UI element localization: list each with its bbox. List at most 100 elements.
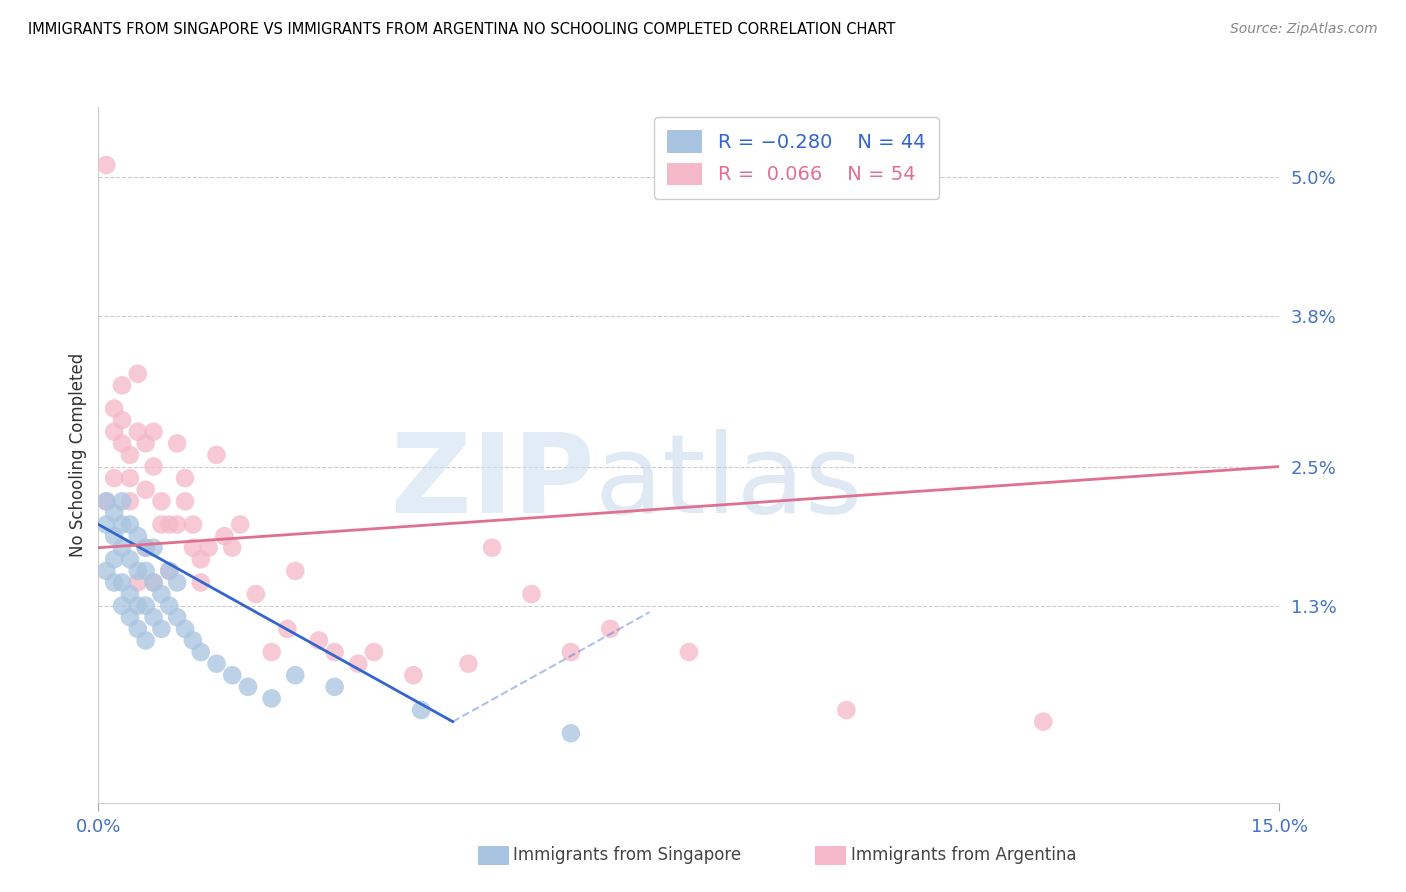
- Point: [323, 680, 346, 694]
- Point: [166, 436, 188, 450]
- Text: ZIP: ZIP: [391, 429, 595, 536]
- Point: [560, 726, 582, 740]
- Point: [166, 575, 188, 590]
- Point: [142, 610, 165, 624]
- Point: [118, 587, 141, 601]
- Point: [135, 541, 157, 555]
- Point: [103, 425, 125, 439]
- Point: [284, 564, 307, 578]
- Point: [150, 517, 173, 532]
- Y-axis label: No Schooling Completed: No Schooling Completed: [69, 353, 87, 557]
- Point: [111, 541, 134, 555]
- Point: [221, 668, 243, 682]
- Point: [181, 633, 204, 648]
- Legend: R = −0.280    N = 44, R =  0.066    N = 54: R = −0.280 N = 44, R = 0.066 N = 54: [654, 117, 939, 199]
- Point: [118, 517, 141, 532]
- Point: [127, 599, 149, 613]
- Point: [111, 378, 134, 392]
- Point: [174, 622, 197, 636]
- Point: [135, 436, 157, 450]
- Point: [190, 645, 212, 659]
- Text: Source: ZipAtlas.com: Source: ZipAtlas.com: [1230, 22, 1378, 37]
- Point: [103, 471, 125, 485]
- Point: [118, 552, 141, 566]
- Point: [135, 541, 157, 555]
- Point: [276, 622, 298, 636]
- Point: [118, 471, 141, 485]
- Point: [135, 633, 157, 648]
- Point: [157, 599, 180, 613]
- Point: [260, 645, 283, 659]
- Point: [229, 517, 252, 532]
- Text: Immigrants from Singapore: Immigrants from Singapore: [513, 847, 741, 864]
- Point: [181, 517, 204, 532]
- Point: [142, 459, 165, 474]
- Point: [103, 506, 125, 520]
- Point: [150, 587, 173, 601]
- Point: [127, 367, 149, 381]
- Point: [835, 703, 858, 717]
- Text: IMMIGRANTS FROM SINGAPORE VS IMMIGRANTS FROM ARGENTINA NO SCHOOLING COMPLETED CO: IMMIGRANTS FROM SINGAPORE VS IMMIGRANTS …: [28, 22, 896, 37]
- Point: [127, 425, 149, 439]
- Point: [166, 610, 188, 624]
- Point: [481, 541, 503, 555]
- Point: [411, 703, 433, 717]
- Point: [127, 575, 149, 590]
- Point: [96, 158, 118, 172]
- Point: [118, 494, 141, 508]
- Point: [181, 541, 204, 555]
- Point: [166, 517, 188, 532]
- Point: [103, 401, 125, 416]
- Point: [135, 564, 157, 578]
- Point: [127, 622, 149, 636]
- Point: [323, 645, 346, 659]
- Point: [135, 483, 157, 497]
- Point: [127, 564, 149, 578]
- Point: [402, 668, 425, 682]
- Point: [96, 494, 118, 508]
- Text: atlas: atlas: [595, 429, 863, 536]
- Point: [118, 448, 141, 462]
- Point: [150, 622, 173, 636]
- Point: [96, 494, 118, 508]
- Point: [221, 541, 243, 555]
- Point: [142, 575, 165, 590]
- Point: [599, 622, 621, 636]
- Point: [190, 552, 212, 566]
- Point: [96, 517, 118, 532]
- Point: [205, 657, 228, 671]
- Point: [678, 645, 700, 659]
- Point: [214, 529, 236, 543]
- Point: [103, 575, 125, 590]
- Point: [111, 413, 134, 427]
- Point: [135, 599, 157, 613]
- Point: [245, 587, 267, 601]
- Point: [118, 610, 141, 624]
- Point: [111, 517, 134, 532]
- Text: Immigrants from Argentina: Immigrants from Argentina: [851, 847, 1076, 864]
- Point: [150, 494, 173, 508]
- Point: [308, 633, 330, 648]
- Point: [457, 657, 479, 671]
- Point: [103, 529, 125, 543]
- Point: [111, 599, 134, 613]
- Point: [560, 645, 582, 659]
- Point: [142, 425, 165, 439]
- Point: [205, 448, 228, 462]
- Point: [111, 436, 134, 450]
- Point: [127, 529, 149, 543]
- Point: [142, 575, 165, 590]
- Point: [174, 471, 197, 485]
- Point: [174, 494, 197, 508]
- Point: [157, 564, 180, 578]
- Point: [103, 552, 125, 566]
- Point: [363, 645, 385, 659]
- Point: [142, 541, 165, 555]
- Point: [1032, 714, 1054, 729]
- Point: [111, 575, 134, 590]
- Point: [96, 564, 118, 578]
- Point: [347, 657, 370, 671]
- Point: [157, 564, 180, 578]
- Point: [111, 494, 134, 508]
- Point: [190, 575, 212, 590]
